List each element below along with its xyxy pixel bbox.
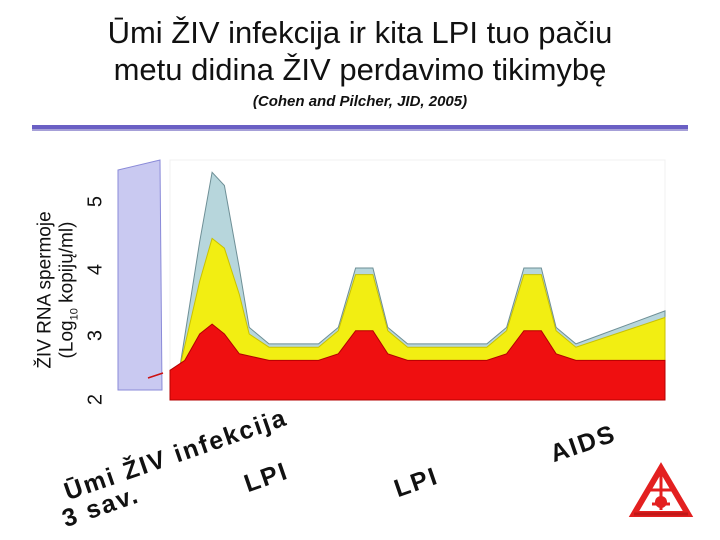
background-panel	[117, 159, 163, 391]
title-divider	[32, 125, 688, 129]
slide-title: Ūmi ŽIV infekcija ir kita LPI tuo pačiu …	[0, 14, 720, 88]
citation: (Cohen and Pilcher, JID, 2005)	[252, 93, 468, 110]
title-line-2: metu didina ŽIV perdavimo tikimybę	[113, 52, 607, 87]
acute-onset-mark	[147, 372, 164, 379]
series-area-2	[169, 323, 666, 401]
organization-logo	[628, 462, 694, 517]
title-line-1: Ūmi ŽIV infekcija ir kita LPI tuo pačiu	[107, 15, 613, 50]
series-layer	[169, 171, 666, 401]
